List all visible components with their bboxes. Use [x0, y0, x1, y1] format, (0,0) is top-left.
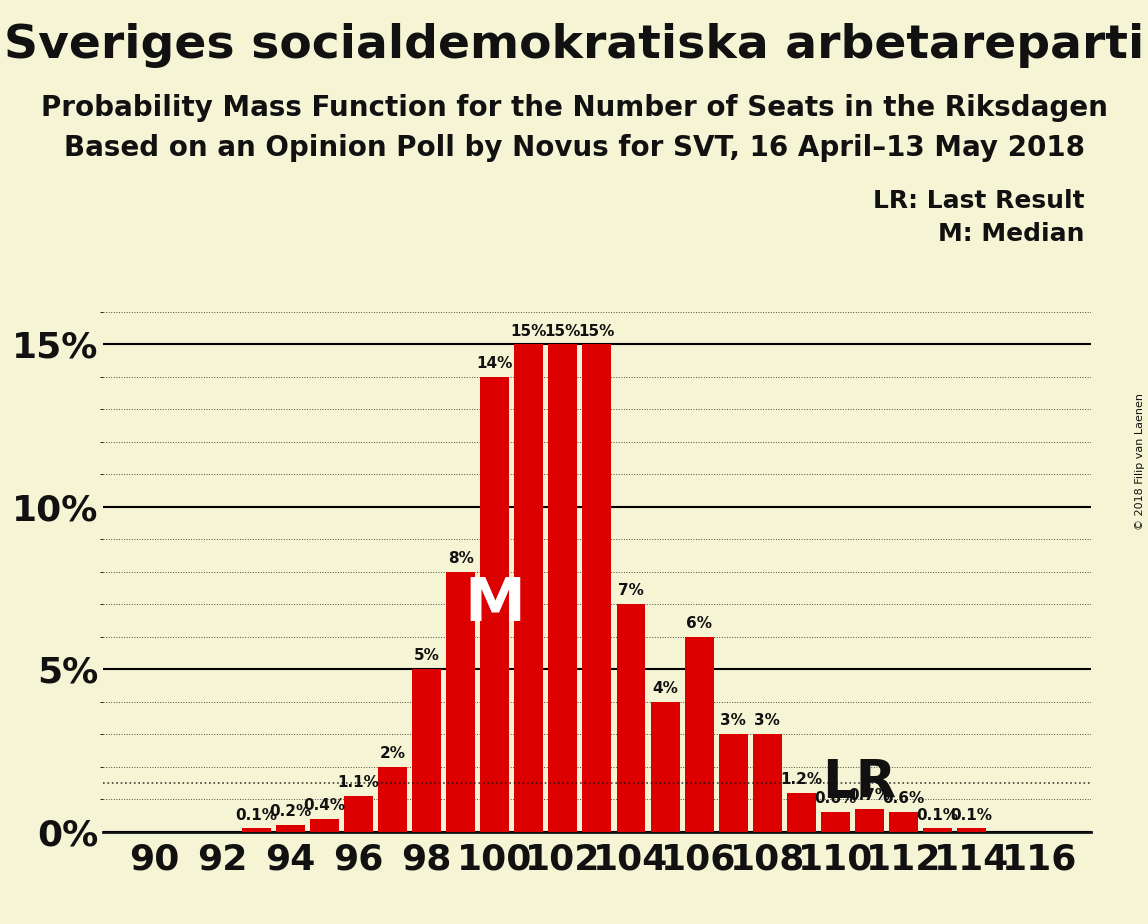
Text: 1.1%: 1.1%: [338, 775, 380, 790]
Bar: [310, 819, 339, 832]
Text: 2%: 2%: [380, 746, 405, 760]
Bar: [378, 767, 408, 832]
Text: Based on an Opinion Poll by Novus for SVT, 16 April–13 May 2018: Based on an Opinion Poll by Novus for SV…: [63, 134, 1085, 162]
Text: 14%: 14%: [476, 356, 513, 371]
Bar: [242, 828, 271, 832]
Text: M: M: [465, 575, 526, 634]
Text: 7%: 7%: [618, 583, 644, 599]
Text: 0.1%: 0.1%: [916, 808, 959, 822]
Bar: [923, 828, 952, 832]
Bar: [447, 572, 475, 832]
Text: 0.1%: 0.1%: [951, 808, 992, 822]
Bar: [855, 808, 884, 832]
Text: LR: LR: [822, 757, 897, 808]
Text: 0.6%: 0.6%: [882, 791, 924, 807]
Bar: [889, 812, 918, 832]
Text: 0.2%: 0.2%: [270, 804, 312, 820]
Text: 0.7%: 0.7%: [848, 788, 891, 803]
Bar: [957, 828, 986, 832]
Text: 5%: 5%: [413, 649, 440, 663]
Text: 0.4%: 0.4%: [303, 797, 346, 813]
Text: © 2018 Filip van Laenen: © 2018 Filip van Laenen: [1135, 394, 1145, 530]
Bar: [514, 345, 543, 832]
Text: 0.1%: 0.1%: [235, 808, 278, 822]
Bar: [582, 345, 612, 832]
Bar: [684, 637, 714, 832]
Text: M: Median: M: Median: [938, 222, 1085, 246]
Text: 4%: 4%: [652, 681, 678, 696]
Text: 15%: 15%: [579, 323, 615, 338]
Text: 0.6%: 0.6%: [814, 791, 856, 807]
Text: 15%: 15%: [511, 323, 548, 338]
Text: 3%: 3%: [754, 713, 781, 728]
Text: 3%: 3%: [720, 713, 746, 728]
Bar: [480, 377, 510, 832]
Text: 6%: 6%: [687, 616, 712, 631]
Text: 1.2%: 1.2%: [781, 772, 822, 786]
Bar: [821, 812, 850, 832]
Bar: [277, 825, 305, 832]
Text: LR: Last Result: LR: Last Result: [874, 189, 1085, 213]
Bar: [412, 669, 441, 832]
Text: 15%: 15%: [545, 323, 581, 338]
Bar: [786, 793, 816, 832]
Bar: [549, 345, 577, 832]
Bar: [344, 796, 373, 832]
Bar: [753, 735, 782, 832]
Text: Sveriges socialdemokratiska arbetareparti: Sveriges socialdemokratiska arbetarepart…: [3, 23, 1145, 68]
Bar: [616, 604, 645, 832]
Bar: [719, 735, 747, 832]
Text: Probability Mass Function for the Number of Seats in the Riksdagen: Probability Mass Function for the Number…: [40, 94, 1108, 122]
Text: 8%: 8%: [448, 551, 474, 565]
Bar: [651, 701, 680, 832]
